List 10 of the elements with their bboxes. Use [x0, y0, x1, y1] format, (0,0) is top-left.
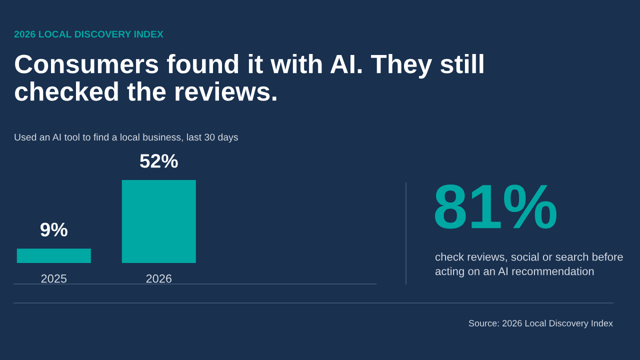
- x-tick-label: 2025: [41, 274, 67, 283]
- text: 81%: [434, 184, 556, 229]
- chart-title: Consumers found it with AI. They still checked the reviews.: [15, 54, 484, 101]
- x-tick-label: 2026: [146, 274, 172, 283]
- chart-subtitle: Used an AI tool to find a local business, last 30 days: [14, 133, 238, 143]
- data-label: 9%: [40, 222, 68, 236]
- data-label: 52%: [140, 154, 178, 168]
- source-note: Source: 2026 Local Discovery Index: [468, 320, 613, 328]
- text: check reviews, social or search before acting on an AI recommendation: [435, 252, 623, 278]
- text: 2026 LOCAL DISCOVERY INDEX: [14, 30, 164, 38]
